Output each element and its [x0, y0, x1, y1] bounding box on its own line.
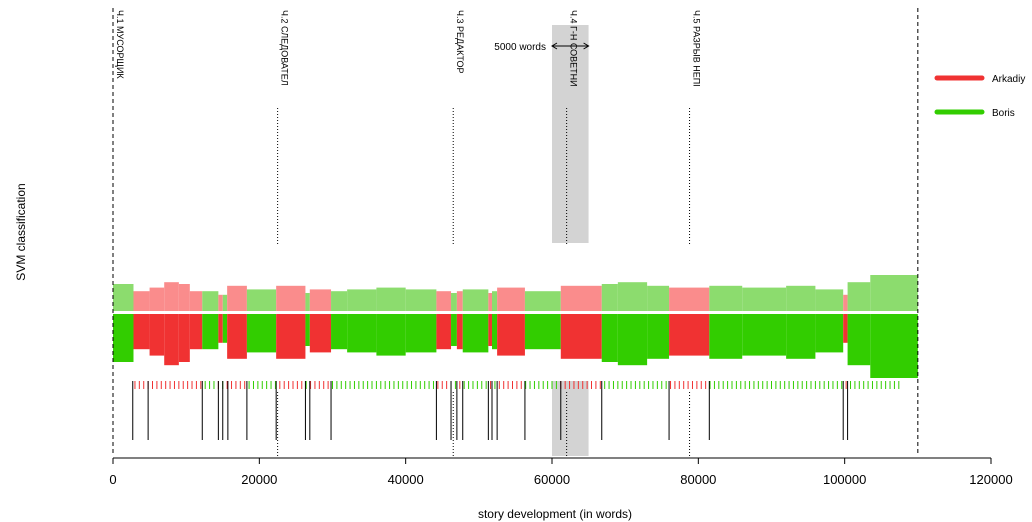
bottom-bar-segment — [347, 314, 377, 353]
bottom-bar-segment — [617, 314, 648, 366]
bottom-bar-segment — [451, 314, 457, 346]
bottom-bar-segment — [376, 314, 406, 356]
top-bar-segment — [492, 291, 498, 311]
top-bar-segment — [847, 282, 871, 311]
top-bar-segment — [451, 293, 457, 311]
bottom-bar-segment — [227, 314, 247, 359]
top-bar-segment — [786, 285, 816, 311]
highlight-band-top — [552, 25, 589, 243]
legend-label: Boris — [992, 108, 1015, 119]
bottom-bar-segment — [189, 314, 203, 350]
bottom-bar-segment — [276, 314, 306, 359]
top-bar-segment — [524, 291, 561, 311]
top-bar-segment — [560, 285, 602, 311]
top-bar-segment — [202, 291, 219, 311]
bottom-bar-segment — [202, 314, 219, 350]
top-bar-segment — [709, 285, 743, 311]
top-bar-segment — [218, 294, 223, 311]
bottom-bar-segment — [178, 314, 190, 362]
bottom-bar-segment — [113, 314, 134, 362]
top-bar-segment — [497, 287, 525, 311]
top-bar-segment — [488, 293, 493, 311]
top-bar-segment — [164, 282, 179, 311]
bottom-bar-segment — [497, 314, 525, 356]
top-bar-segment — [843, 294, 848, 311]
bottom-bar-segment — [742, 314, 787, 356]
top-bar-segment — [870, 275, 918, 311]
x-tick-label: 20000 — [241, 472, 277, 487]
bottom-bar-segment — [405, 314, 437, 353]
legend-label: Arkadiy — [992, 74, 1025, 85]
top-bar-segment — [647, 285, 670, 311]
bottom-bar-segment — [305, 314, 310, 346]
top-bar-segment — [149, 287, 165, 311]
bottom-bar-segment — [436, 314, 452, 350]
x-tick-label: 40000 — [388, 472, 424, 487]
x-axis-label: story development (in words) — [478, 507, 632, 521]
top-bar-segment — [462, 289, 489, 311]
bottom-bar-segment — [560, 314, 602, 359]
bottom-bar-segment — [524, 314, 561, 350]
bottom-bar-segment — [709, 314, 743, 359]
x-tick-label: 100000 — [823, 472, 866, 487]
top-bar-segment — [309, 289, 332, 311]
top-bar-segment — [456, 291, 463, 311]
x-tick-label: 80000 — [680, 472, 716, 487]
chapter-label: Ч.4 Г-Н СОВЕТНИ — [569, 10, 579, 87]
bottom-bar-segment — [133, 314, 150, 350]
top-bar-segment — [347, 289, 377, 311]
bottom-bar-segment — [843, 314, 848, 343]
top-bar-segment — [617, 282, 648, 311]
bottom-bar-segment — [218, 314, 223, 343]
top-bar-segment — [246, 289, 277, 311]
top-bar-segment — [331, 291, 348, 311]
bottom-bar-segment — [488, 314, 493, 346]
bottom-bar-segment — [246, 314, 277, 353]
bottom-bar-segment — [462, 314, 489, 353]
top-bar-segment — [305, 293, 310, 311]
chapter-label: Ч.3 РЕДАКТОР — [455, 10, 465, 73]
bottom-bar-segment — [669, 314, 710, 356]
bottom-bar-segment — [456, 314, 463, 350]
bottom-bar-segment — [309, 314, 332, 353]
highlight-band-bottom — [552, 381, 589, 456]
bottom-bar-segment — [601, 314, 618, 362]
bottom-bar-segment — [222, 314, 228, 343]
chapter-label: Ч.1 МУСОРЩИК — [115, 10, 125, 79]
bottom-bar-segment — [786, 314, 816, 359]
bottom-bar-segment — [331, 314, 348, 350]
top-bar-segment — [815, 289, 844, 311]
top-bar-segment — [405, 289, 437, 311]
bottom-bar-segment — [164, 314, 179, 366]
bottom-bar-segment — [149, 314, 165, 356]
top-bar-segment — [742, 287, 787, 311]
window-size-arrowheads — [551, 42, 590, 50]
chapter-label: Ч.2 СЛЕДОВАТЕЛ — [280, 10, 290, 86]
bottom-bar-segment — [647, 314, 670, 359]
bottom-bar-segment — [492, 314, 498, 350]
x-tick-label: 60000 — [534, 472, 570, 487]
x-tick-label: 120000 — [969, 472, 1012, 487]
top-bar-segment — [133, 291, 150, 311]
bottom-bar-segment — [815, 314, 844, 353]
top-bar-segment — [436, 291, 452, 311]
top-bar-segment — [227, 285, 247, 311]
top-bar-segment — [376, 287, 406, 311]
top-bar-segment — [113, 284, 134, 311]
top-bar-segment — [178, 284, 190, 311]
window-size-label: 5000 words — [494, 42, 546, 53]
top-bar-segment — [276, 285, 306, 311]
top-bar-segment — [189, 291, 203, 311]
x-tick-label: 0 — [109, 472, 116, 487]
top-bar-segment — [669, 287, 710, 311]
chapter-label: Ч.5 РАЗРЫВ НЕПІ — [692, 10, 702, 87]
y-axis-label: SVM classification — [14, 183, 28, 280]
bottom-bar-segment — [847, 314, 871, 366]
bottom-bar-segment — [870, 314, 918, 378]
top-bar-segment — [601, 284, 618, 311]
top-bar-segment — [222, 294, 228, 311]
